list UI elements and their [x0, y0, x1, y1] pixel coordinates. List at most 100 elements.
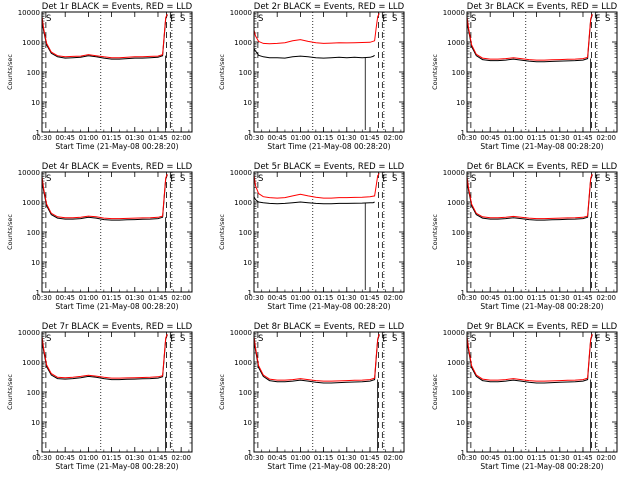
x-tick-label: 01:15	[527, 454, 547, 462]
x-tick-label: 00:45	[480, 134, 500, 142]
y-tick-label: 1	[461, 289, 465, 297]
x-tick-label: 00:30	[457, 454, 477, 462]
series-line-events	[253, 334, 380, 384]
y-tick-label: 1000	[234, 359, 252, 367]
y-tick-label: 10000	[443, 169, 465, 177]
x-tick-label: 02:00	[383, 454, 403, 462]
x-tick-label: 00:30	[244, 294, 264, 302]
series-line-events	[466, 14, 593, 63]
series-line-lld	[253, 333, 380, 382]
panel-title: Det 2r BLACK = Events, RED = LLD	[254, 2, 405, 12]
x-tick-label: 00:45	[267, 454, 287, 462]
y-tick-label: 10	[243, 419, 252, 427]
y-tick-label: 100	[452, 69, 465, 77]
y-axis-label: Counts/sec	[431, 54, 439, 90]
time-marker-e: E	[595, 14, 600, 24]
x-tick-label: 01:15	[527, 134, 547, 142]
panel-8: Det 8r BLACK = Events, RED = LLD Counts/s…	[218, 322, 405, 471]
time-marker-e: E	[170, 174, 175, 184]
plot-frame	[41, 11, 193, 133]
y-tick-label: 1	[36, 129, 40, 137]
series-line-lld	[466, 173, 593, 220]
y-tick-label: 100	[239, 229, 252, 237]
x-tick-label: 01:15	[102, 294, 122, 302]
y-axis-label: Counts/sec	[6, 374, 14, 410]
time-marker-e: E	[170, 334, 175, 344]
time-marker-s: S	[180, 14, 185, 24]
panel-1: Det 1r BLACK = Events, RED = LLD Counts/s…	[6, 2, 193, 151]
series-line-lld	[466, 13, 593, 61]
series-line-lld	[41, 13, 168, 59]
time-marker-s: S	[46, 334, 51, 344]
x-tick-label: 01:15	[102, 454, 122, 462]
x-tick-label: 00:45	[267, 134, 287, 142]
y-tick-label: 10000	[230, 169, 252, 177]
x-tick-label: 01:00	[504, 294, 524, 302]
series-line-events	[41, 334, 168, 381]
x-tick-label: 01:00	[291, 454, 311, 462]
x-tick-label: 01:15	[527, 294, 547, 302]
x-axis-label: Start Time (21-May-08 00:28:20)	[267, 462, 390, 471]
x-tick-label: 02:00	[383, 294, 403, 302]
x-tick-label: 00:45	[480, 294, 500, 302]
y-tick-label: 10000	[443, 9, 465, 17]
y-tick-label: 1	[36, 449, 40, 457]
x-tick-label: 00:30	[457, 294, 477, 302]
y-tick-label: 10	[456, 99, 465, 107]
y-tick-label: 100	[27, 229, 40, 237]
y-axis-label: Counts/sec	[431, 374, 439, 410]
x-tick-label: 02:00	[171, 454, 191, 462]
y-tick-label: 10000	[230, 9, 252, 17]
time-marker-e: E	[382, 14, 387, 24]
x-tick-label: 01:30	[125, 134, 145, 142]
x-axis-label: Start Time (21-May-08 00:28:20)	[480, 462, 603, 471]
x-tick-label: 01:45	[360, 454, 380, 462]
y-tick-label: 1	[461, 129, 465, 137]
y-tick-label: 1000	[234, 39, 252, 47]
time-marker-s: S	[471, 174, 476, 184]
series-line-events	[41, 174, 168, 221]
time-marker-s: S	[258, 14, 263, 24]
panel-title: Det 4r BLACK = Events, RED = LLD	[42, 162, 193, 172]
x-tick-label: 00:30	[244, 134, 264, 142]
x-tick-label: 02:00	[596, 294, 616, 302]
x-tick-label: 01:00	[79, 134, 99, 142]
x-tick-label: 01:45	[573, 454, 593, 462]
x-tick-label: 01:45	[148, 134, 168, 142]
time-marker-s: S	[258, 334, 263, 344]
y-tick-label: 10000	[230, 329, 252, 337]
plot-frame	[466, 331, 618, 453]
y-tick-label: 1000	[22, 199, 40, 207]
x-tick-label: 00:30	[32, 134, 52, 142]
plot-frame	[41, 171, 193, 293]
series-line-events	[41, 14, 168, 60]
y-tick-label: 10	[243, 99, 252, 107]
y-tick-label: 1	[248, 129, 252, 137]
x-tick-label: 01:15	[314, 294, 334, 302]
time-marker-e: E	[170, 14, 175, 24]
time-marker-e: E	[595, 174, 600, 184]
x-tick-label: 02:00	[171, 134, 191, 142]
x-tick-label: 00:45	[267, 294, 287, 302]
x-tick-label: 01:15	[102, 134, 122, 142]
time-marker-s: S	[392, 14, 397, 24]
y-tick-label: 10000	[443, 329, 465, 337]
y-axis-label: Counts/sec	[218, 214, 226, 250]
x-tick-label: 01:30	[125, 294, 145, 302]
time-marker-s: S	[471, 334, 476, 344]
x-tick-label: 01:00	[291, 294, 311, 302]
y-tick-label: 1000	[234, 199, 252, 207]
time-marker-e: E	[382, 174, 387, 184]
x-tick-label: 01:30	[550, 134, 570, 142]
y-tick-label: 10	[456, 259, 465, 267]
time-marker-s: S	[392, 334, 397, 344]
panel-title: Det 9r BLACK = Events, RED = LLD	[467, 322, 618, 332]
series-line-events	[253, 48, 375, 59]
x-tick-label: 01:45	[360, 134, 380, 142]
plot-frame	[466, 171, 618, 293]
panel-title: Det 1r BLACK = Events, RED = LLD	[42, 2, 193, 12]
x-axis-label: Start Time (21-May-08 00:28:20)	[480, 302, 603, 311]
series-line-lld	[41, 173, 168, 220]
y-axis-label: Counts/sec	[6, 214, 14, 250]
